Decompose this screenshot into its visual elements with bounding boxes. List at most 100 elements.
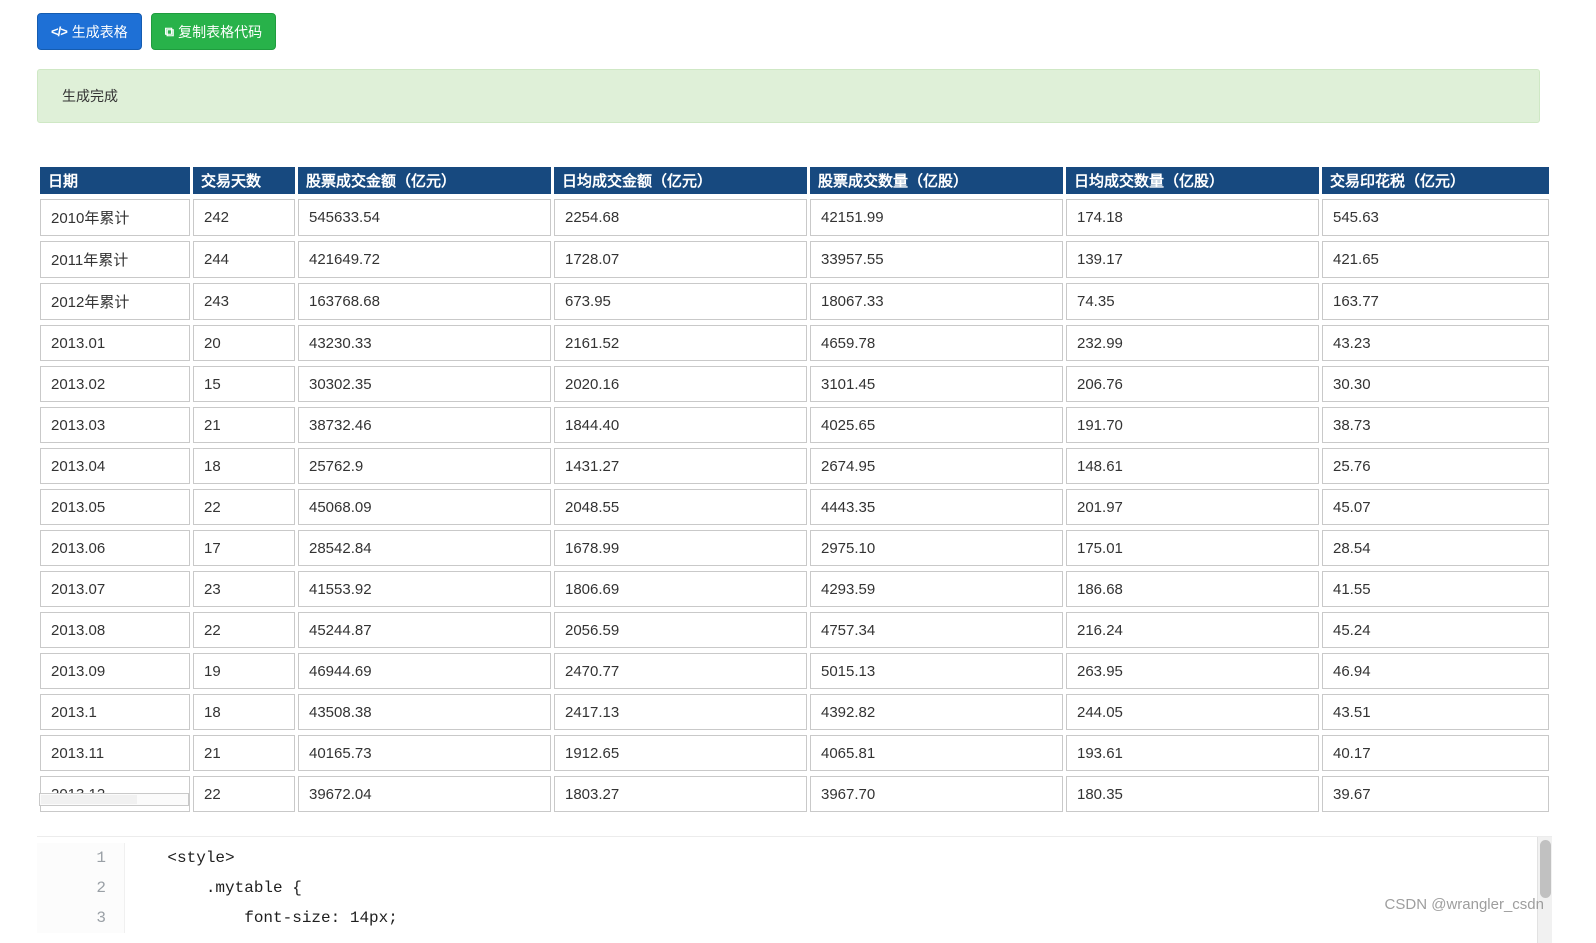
- table-cell: 243: [193, 283, 295, 320]
- table-cell: 43230.33: [298, 325, 551, 361]
- table-row: 2013.06 17 28542.84 1678.99 2975.10 175.01 28.…: [40, 530, 1549, 566]
- table-cell: 4757.34: [810, 612, 1063, 648]
- table-cell: 1844.40: [554, 407, 807, 443]
- table-cell: 18: [193, 448, 295, 484]
- table-cell: 22: [193, 612, 295, 648]
- table-cell: 39.67: [1322, 776, 1549, 812]
- column-header: 股票成交数量（亿股）: [810, 167, 1063, 194]
- table-cell: 2470.77: [554, 653, 807, 689]
- csdn-watermark: CSDN @wrangler_csdn: [1384, 896, 1544, 913]
- table-cell: 244.05: [1066, 694, 1319, 730]
- code-editor-vertical-scrollbar[interactable]: [1537, 837, 1552, 943]
- code-editor-scrollbar-thumb[interactable]: [1540, 840, 1551, 898]
- column-header: 交易印花税（亿元）: [1322, 167, 1549, 194]
- copy-table-code-label: 复制表格代码: [178, 23, 263, 40]
- table-cell: 193.61: [1066, 735, 1319, 771]
- column-header: 交易天数: [193, 167, 295, 194]
- table-cell: 45.07: [1322, 489, 1549, 525]
- table-horizontal-scrollbar[interactable]: [39, 793, 189, 806]
- table-row: 2013.02 15 30302.35 2020.16 3101.45 206.76 30.…: [40, 366, 1549, 402]
- table-cell: 232.99: [1066, 325, 1319, 361]
- table-cell: 263.95: [1066, 653, 1319, 689]
- table-cell: 19: [193, 653, 295, 689]
- table-cell: 421649.72: [298, 241, 551, 278]
- table-row: 2013.1 18 43508.38 2417.13 4392.82 244.05 43.5…: [40, 694, 1549, 730]
- table-cell: 25.76: [1322, 448, 1549, 484]
- table-cell: 38.73: [1322, 407, 1549, 443]
- table-cell: 30.30: [1322, 366, 1549, 402]
- table-row: 2013.05 22 45068.09 2048.55 4443.35 201.97 45.…: [40, 489, 1549, 525]
- table-cell: 18067.33: [810, 283, 1063, 320]
- table-cell: 33957.55: [810, 241, 1063, 278]
- code-line: 1 <style>: [37, 843, 1552, 873]
- table-cell: 38732.46: [298, 407, 551, 443]
- code-editor[interactable]: 1 <style> 2 .mytable {3 font-size: 14px;: [37, 836, 1552, 943]
- table-cell: 180.35: [1066, 776, 1319, 812]
- table-cell: 1678.99: [554, 530, 807, 566]
- table-cell: 186.68: [1066, 571, 1319, 607]
- table-cell: 2013.1: [40, 694, 190, 730]
- table-cell: 74.35: [1066, 283, 1319, 320]
- table-cell: 2161.52: [554, 325, 807, 361]
- table-cell: 28.54: [1322, 530, 1549, 566]
- table-cell: 2012年累计: [40, 283, 190, 320]
- success-alert-message: 生成完成: [62, 88, 118, 104]
- column-header: 日期: [40, 167, 190, 194]
- table-cell: 2674.95: [810, 448, 1063, 484]
- table-cell: 545633.54: [298, 199, 551, 236]
- table-cell: 216.24: [1066, 612, 1319, 648]
- table-cell: 2417.13: [554, 694, 807, 730]
- table-cell: 163.77: [1322, 283, 1549, 320]
- table-cell: 46944.69: [298, 653, 551, 689]
- table-cell: 43.51: [1322, 694, 1549, 730]
- table-cell: 45244.87: [298, 612, 551, 648]
- table-row: 2010年累计 242 545633.54 2254.68 42151.99 174.18…: [40, 199, 1549, 236]
- table-row: 2013.07 23 41553.92 1806.69 4293.59 186.68 41.…: [40, 571, 1549, 607]
- table-cell: 2013.05: [40, 489, 190, 525]
- table-cell: 1728.07: [554, 241, 807, 278]
- table-cell: 3967.70: [810, 776, 1063, 812]
- table-cell: 2056.59: [554, 612, 807, 648]
- table-cell: 1806.69: [554, 571, 807, 607]
- table-cell: 45.24: [1322, 612, 1549, 648]
- table-cell: 41553.92: [298, 571, 551, 607]
- column-header: 日均成交金额（亿元）: [554, 167, 807, 194]
- table-cell: 139.17: [1066, 241, 1319, 278]
- table-row: 2013.01 20 43230.33 2161.52 4659.78 232.99 43.…: [40, 325, 1549, 361]
- copy-table-code-button[interactable]: ⧉ 复制表格代码: [150, 13, 277, 50]
- table-cell: 20: [193, 325, 295, 361]
- line-number: 1: [37, 843, 125, 873]
- code-icon: </>: [51, 24, 68, 39]
- table-cell: 163768.68: [298, 283, 551, 320]
- table-cell: 28542.84: [298, 530, 551, 566]
- table-row: 2013.11 21 40165.73 1912.65 4065.81 193.61 40.…: [40, 735, 1549, 771]
- table-cell: 174.18: [1066, 199, 1319, 236]
- table-cell: 46.94: [1322, 653, 1549, 689]
- table-row: 2012年累计 243 163768.68 673.95 18067.33 74.35 16…: [40, 283, 1549, 320]
- table-cell: 39672.04: [298, 776, 551, 812]
- table-cell: 18: [193, 694, 295, 730]
- table-cell: 2020.16: [554, 366, 807, 402]
- table-cell: 2975.10: [810, 530, 1063, 566]
- table-cell: 21: [193, 735, 295, 771]
- stock-data-table: 日期 交易天数 股票成交金额（亿元） 日均成交金额（亿元） 股票成交数量（亿股） 日均成交…: [37, 162, 1552, 817]
- table-cell: 2013.06: [40, 530, 190, 566]
- column-header: 股票成交金额（亿元）: [298, 167, 551, 194]
- table-cell: 2013.09: [40, 653, 190, 689]
- table-row: 2011年累计 244 421649.72 1728.07 33957.55 139.17…: [40, 241, 1549, 278]
- table-horizontal-scrollbar-thumb[interactable]: [41, 795, 137, 804]
- table-cell: 5015.13: [810, 653, 1063, 689]
- generate-table-button[interactable]: </> 生成表格: [37, 13, 142, 50]
- table-cell: 201.97: [1066, 489, 1319, 525]
- table-cell: 4392.82: [810, 694, 1063, 730]
- code-text: font-size: 14px;: [129, 909, 398, 927]
- table-row: 2013.08 22 45244.87 2056.59 4757.34 216.24 45.…: [40, 612, 1549, 648]
- table-cell: 1431.27: [554, 448, 807, 484]
- table-cell: 191.70: [1066, 407, 1319, 443]
- table-header-row: 日期 交易天数 股票成交金额（亿元） 日均成交金额（亿元） 股票成交数量（亿股） 日均成交…: [40, 167, 1549, 194]
- table-cell: 21: [193, 407, 295, 443]
- table-cell: 4659.78: [810, 325, 1063, 361]
- table-cell: 2010年累计: [40, 199, 190, 236]
- table-cell: 42151.99: [810, 199, 1063, 236]
- line-number: 2: [37, 873, 125, 903]
